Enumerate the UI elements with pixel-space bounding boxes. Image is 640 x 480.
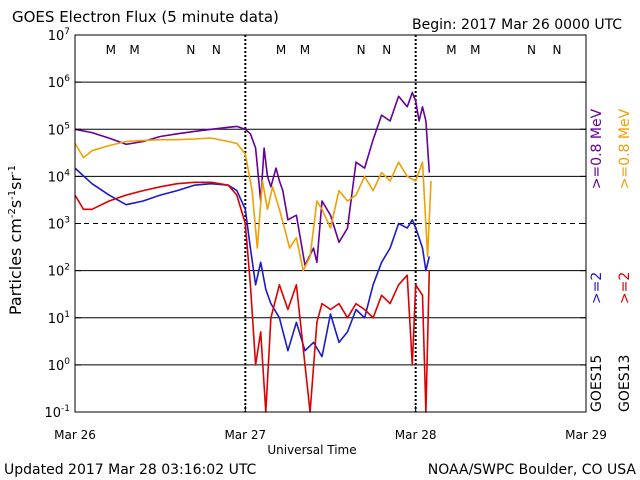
- x-tick-label-3: Mar 29: [565, 428, 607, 442]
- x-tick-label-1: Mar 27: [224, 428, 266, 442]
- series-line-2: [74, 167, 431, 358]
- chart-title: GOES Electron Flux (5 minute data): [12, 8, 279, 26]
- y-tick-label-5: 105: [48, 121, 70, 138]
- legend-left-column: GOES15 >=2 >=0.8 MeV: [589, 108, 605, 412]
- series-line-1: [74, 137, 432, 272]
- y-tick-label-3: 103: [48, 216, 70, 233]
- x-tick-label-2: Mar 28: [395, 428, 437, 442]
- updated-timestamp: Updated 2017 Mar 28 03:16:02 UTC: [4, 462, 257, 478]
- begin-date: Begin: 2017 Mar 26 0000 UTC: [412, 17, 622, 33]
- mn-marker-6: N: [357, 43, 366, 57]
- y-tick-label-6: 106: [48, 74, 71, 91]
- y-axis-ticks: 10-1 100 101 102 103 104 105 106 107: [44, 27, 586, 421]
- mn-marker-0: M: [106, 43, 116, 57]
- series-line-0: [74, 91, 431, 267]
- mn-marker-10: N: [527, 43, 536, 57]
- y-tick-label-2: 102: [48, 263, 70, 280]
- mn-marker-2: N: [186, 43, 195, 57]
- y-axis-label: Particles cm-2s-1sr-1: [6, 165, 25, 315]
- legend-goes15: GOES15: [589, 355, 605, 412]
- credit: NOAA/SWPC Boulder, CO USA: [428, 462, 637, 478]
- y-tick-label-4: 104: [48, 168, 71, 185]
- grid-lines: [75, 35, 586, 412]
- x-tick-label-0: Mar 26: [54, 428, 96, 442]
- y-tick-label-1: 101: [48, 310, 70, 327]
- y-tick-label-7: 107: [48, 27, 70, 44]
- legend-goes13-ge08: >=0.8 MeV: [617, 108, 633, 189]
- legend-goes13: GOES13: [617, 355, 633, 412]
- mn-marker-9: M: [470, 43, 480, 57]
- mn-marker-8: M: [446, 43, 456, 57]
- mn-marker-5: M: [300, 43, 310, 57]
- x-axis-label: Universal Time: [267, 443, 356, 457]
- y-tick-label--1: 10-1: [44, 404, 70, 421]
- mn-marker-11: N: [553, 43, 562, 57]
- legend: GOES15 >=2 >=0.8 MeV GOES13 >=2 >=0.8 Me…: [589, 108, 633, 412]
- y-tick-label-0: 100: [48, 357, 71, 374]
- series-line-3: [74, 181, 431, 413]
- legend-goes13-ge2: >=2: [617, 272, 633, 304]
- mn-marker-1: M: [129, 43, 139, 57]
- legend-goes15-ge08: >=0.8 MeV: [589, 108, 605, 189]
- mn-marker-7: N: [382, 43, 391, 57]
- x-axis-ticks: Mar 26 Mar 27 Mar 28 Mar 29: [54, 406, 607, 442]
- mn-marker-4: M: [276, 43, 286, 57]
- legend-goes15-ge2: >=2: [589, 272, 605, 304]
- series-group: [74, 91, 432, 413]
- legend-right-column: GOES13 >=2 >=0.8 MeV: [617, 108, 633, 412]
- mn-marker-3: N: [212, 43, 221, 57]
